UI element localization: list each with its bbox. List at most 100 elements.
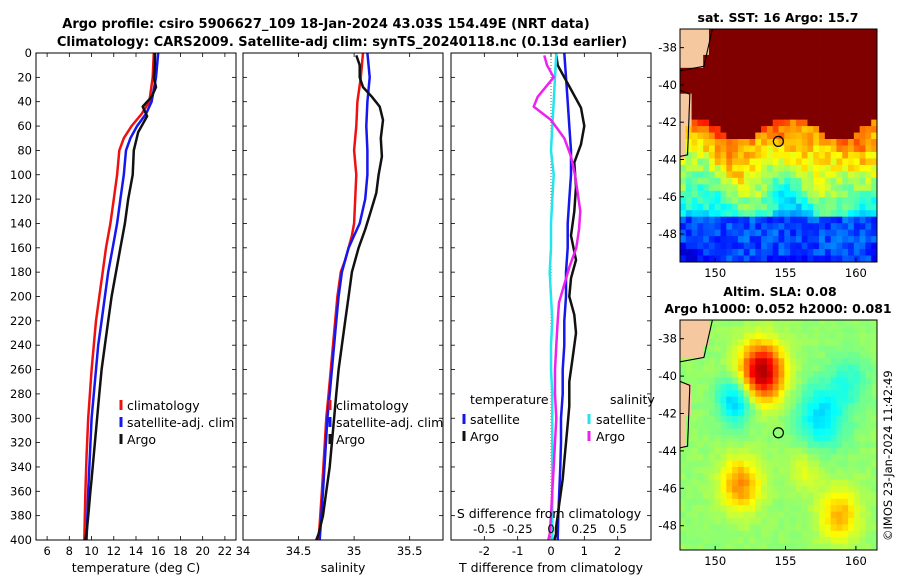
sst_map-cell xyxy=(807,61,814,69)
salinity-xtick-label: 35 xyxy=(347,544,362,558)
sla_map-cell xyxy=(795,320,803,327)
sla_map-cell xyxy=(714,505,721,513)
sla_map-cell xyxy=(813,518,820,525)
sla_map-cell xyxy=(766,454,774,461)
sla_map-cell xyxy=(824,339,832,346)
sst_map-cell xyxy=(819,255,826,262)
sst_map-cell xyxy=(772,119,779,127)
sst_map-cell xyxy=(830,223,837,231)
sla_map-cell xyxy=(749,415,756,423)
sst_map-cell xyxy=(842,151,849,159)
sst_map-cell xyxy=(697,100,704,108)
sst_map-cell xyxy=(732,249,739,256)
sst_map-cell xyxy=(819,48,826,56)
sst_map-cell xyxy=(784,126,791,133)
sst_map-cell xyxy=(703,236,710,243)
sla_map-cell xyxy=(801,441,808,449)
sst_map-cell xyxy=(830,216,837,224)
sst_map-cell xyxy=(680,236,687,243)
sla_map-cell xyxy=(749,479,756,487)
sst_map-cell xyxy=(853,80,861,88)
sla_map-cell xyxy=(859,441,866,449)
sst_map-cell xyxy=(772,190,779,198)
temperature-ytick-label: 20 xyxy=(17,70,32,84)
sst_map-cell xyxy=(842,132,849,140)
sst_map-cell xyxy=(685,242,692,250)
sla_map-cell xyxy=(761,377,768,385)
sla_map-cell xyxy=(703,447,710,455)
sst_map-cell xyxy=(836,210,843,218)
sla_map-cell xyxy=(830,320,837,327)
sst_map-cell xyxy=(772,223,779,231)
sst_map-cell xyxy=(737,229,745,237)
sla_map-cell xyxy=(848,492,855,500)
sst_map-cell xyxy=(737,184,745,192)
sst_map-cell xyxy=(865,126,872,133)
sla_map-cell xyxy=(680,492,687,500)
sla_map-cell xyxy=(726,415,733,423)
sst_map-cell xyxy=(691,80,698,88)
sst_map-cell xyxy=(749,223,756,231)
sla_map-cell xyxy=(726,364,733,372)
sla_map-cell xyxy=(737,543,745,550)
sla_map-cell xyxy=(842,409,849,417)
sst_map-cell xyxy=(784,171,791,179)
sst_map-cell xyxy=(691,236,698,243)
sst_map-cell xyxy=(871,164,877,172)
sla_map-cell xyxy=(680,524,687,532)
sla_map-cell xyxy=(830,377,837,385)
salinity-series-satellite-adj-clim xyxy=(318,53,371,540)
sla_map-cell xyxy=(859,345,866,353)
sst_map-cell xyxy=(755,151,762,159)
sst_map-cell xyxy=(836,80,843,88)
sst_map-cell xyxy=(714,54,721,62)
sst_map-cell xyxy=(784,216,791,224)
sla_map-cell xyxy=(743,518,750,525)
sst_map-cell xyxy=(691,197,698,205)
sla_map-cell xyxy=(813,428,820,436)
sla_map-cell xyxy=(819,498,826,506)
sst_map-cell xyxy=(784,236,791,243)
temperature-xtick-label: 22 xyxy=(218,544,233,558)
sst_map-cell xyxy=(848,236,855,243)
sst_map-cell xyxy=(708,236,716,243)
sla_map-cell xyxy=(714,537,721,545)
sst_map-cell xyxy=(737,132,745,140)
sla_map-cell xyxy=(772,415,779,423)
sla_map-cell xyxy=(795,505,803,513)
sla_map-cell xyxy=(819,435,826,442)
sst_map-cell xyxy=(732,126,739,133)
sla_map-cell xyxy=(853,339,861,346)
sst_map-cell xyxy=(766,190,774,198)
sla_map-cell xyxy=(790,537,797,545)
temperature-ytick-label: 220 xyxy=(10,314,32,328)
sla_map-cell xyxy=(853,332,861,340)
sst_map-cell xyxy=(737,126,745,133)
sla_map-cell xyxy=(824,505,832,513)
sst_map-cell xyxy=(824,106,832,114)
sst_map-cell xyxy=(865,93,872,101)
sla_map-cell xyxy=(859,351,866,359)
sst_map-cell xyxy=(859,210,866,218)
sst_map-cell xyxy=(842,54,849,62)
sla_map-cell xyxy=(714,403,721,410)
sst_map-cell xyxy=(830,48,837,56)
sst_map-cell xyxy=(749,54,756,62)
sst_map-cell xyxy=(708,67,716,75)
sst_map-cell xyxy=(865,61,872,69)
sst_map-cell xyxy=(755,177,762,185)
sst_map-cell xyxy=(859,93,866,101)
sla_map-cell xyxy=(749,320,756,327)
sst_map-cell xyxy=(784,119,791,127)
temperature-ytick-label: 320 xyxy=(10,436,32,450)
sst_map-cell xyxy=(761,210,768,218)
sst_map-cell xyxy=(761,132,768,140)
sla_map-cell xyxy=(859,383,866,391)
sst_map-cell xyxy=(720,100,727,108)
sla_map-cell xyxy=(859,447,866,455)
sla_map-cell xyxy=(795,441,803,449)
sst_map-cell xyxy=(708,242,716,250)
sla_map-cell xyxy=(813,409,820,417)
sla_map-cell xyxy=(703,466,710,474)
